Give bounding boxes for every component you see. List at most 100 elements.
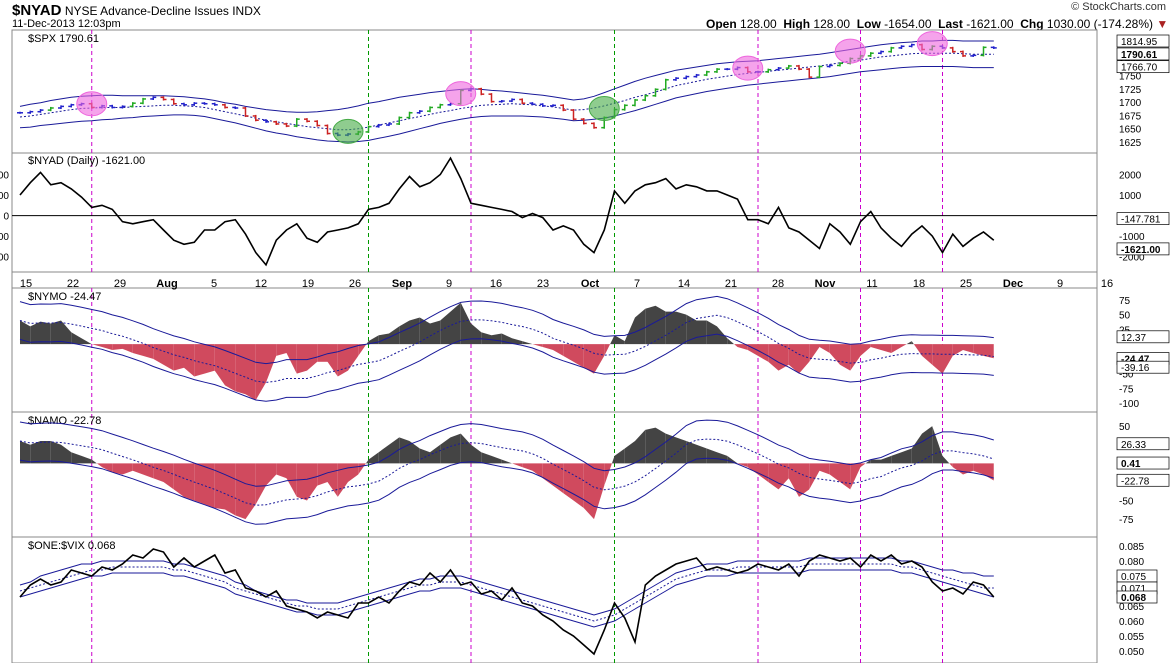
namo-area-segment [481,452,492,464]
nymo-area-segment [430,320,441,345]
y-tick-label: 1650 [1119,125,1142,136]
nymo-area-segment [635,308,646,345]
nymo-area-segment [932,344,943,374]
namo-area-segment [440,437,451,464]
nymo-area-segment [225,344,236,392]
nymo-area-segment [30,321,41,345]
nymo-area-segment [906,341,912,345]
x-tick-label: 14 [678,278,690,290]
namo-area-segment [799,463,810,497]
namo-area-segment [501,459,512,464]
last-value-box [1116,360,1170,374]
last-value-label: 0.41 [1121,459,1141,470]
last-value-box [1116,34,1170,48]
last-value-label: -24.47 [1121,355,1150,366]
namo-area-segment [809,463,820,490]
nymo-area-segment [204,344,215,374]
namo-area-segment [532,463,543,479]
nyad-left-tick-label: 0 [3,212,9,223]
spx-highlight-circle [732,55,764,81]
spx-highlight-circle [332,118,364,144]
last-value-tag: 1790.61 [1116,47,1170,61]
y-tick-label: 0.085 [1119,542,1144,553]
namo-area-segment [399,437,410,464]
open-label: Open [706,17,737,31]
x-tick-label: Nov [815,278,837,290]
last-value-box [1116,60,1170,74]
nyad-left-tick-label: 2000 [0,170,9,181]
namo-title: $NAMO -22.78 [28,415,101,427]
x-tick-label: 22 [67,278,79,290]
spx-title: $SPX 1790.61 [28,33,99,45]
last-value-tag: 0.068 [1116,590,1158,604]
namo-area-segment [296,463,307,501]
nymo-area-segment [809,344,820,362]
last-value-tag: 1814.95 [1116,34,1170,48]
nymo-area-segment [913,344,922,356]
namo-area-segment [235,463,246,520]
chart-header-title: $NYAD NYSE Advance-Decline Issues INDX [12,2,261,19]
namo-area-segment [860,463,866,468]
nymo-area-segment [840,344,851,371]
spx-highlight-circle [834,38,866,64]
namo-lower-band [19,457,994,525]
spx-upper-band [19,39,994,113]
last-value: -1621.00 [966,17,1014,31]
x-tick-label: 9 [1057,278,1063,290]
x-tick-label: 5 [211,278,217,290]
namo-area-segment [553,463,564,494]
namo-area-segment [430,444,441,464]
y-tick-label: -100 [1119,399,1139,410]
y-tick-label: 50 [1119,311,1131,322]
high-label: High [783,17,811,31]
nymo-area-segment [610,335,615,345]
nyad-left-tick-label: -2000 [0,253,9,264]
namo-area-segment [96,463,102,468]
open-value: 128.00 [740,17,777,31]
y-tick-label: 0.065 [1119,602,1144,613]
nyad-title: $NYAD (Daily) -1621.00 [28,155,145,167]
nymo-area-segment [604,344,611,356]
last-value-label: -22.78 [1121,476,1150,487]
namo-area-segment [419,448,430,464]
nymo-area-segment [768,344,779,371]
namo-area-segment [932,426,943,464]
namo-area-segment [819,463,830,475]
last-value-label: 0.068 [1121,593,1146,604]
last-value-tag: -147.781 [1116,212,1170,226]
y-tick-label: 0.055 [1119,632,1144,643]
nyad-left-tick-label: 1000 [0,191,9,202]
namo-area-segment [949,463,953,468]
nymo-area-segment [245,344,256,401]
namo-area-segment [973,463,984,475]
namo-area-segment [91,459,97,464]
last-value-tag: -39.16 [1116,360,1170,374]
low-value: -1654.00 [884,17,932,31]
x-tick-label: 23 [537,278,549,290]
nymo-area-segment [366,341,369,345]
y-tick-label: 75 [1119,296,1131,307]
x-tick-label: 12 [255,278,267,290]
nymo-title: $NYMO -24.47 [28,291,101,303]
nymo-area-segment [676,311,687,345]
namo-area-segment [365,459,369,464]
last-value-label: -147.781 [1121,215,1161,226]
namo-area-segment [881,455,892,464]
nymo-area-segment [973,344,984,356]
nymo-area-segment [983,344,994,359]
nymo-area-segment [81,338,92,345]
nymo-area-segment [922,344,933,365]
x-tick-label: 16 [1101,278,1113,290]
last-value-box [1116,47,1170,61]
panel-frame [11,152,1098,273]
last-value-box [1116,330,1170,344]
chg-label: Chg [1020,17,1044,31]
namo-area-segment [686,441,697,464]
last-value-box [1116,590,1158,604]
nymo-area-segment [696,320,707,345]
namo-area-segment [870,459,881,464]
namo-area-segment [153,463,164,482]
spx-highlight-circle [445,81,477,107]
nymo-area-segment [788,344,799,374]
